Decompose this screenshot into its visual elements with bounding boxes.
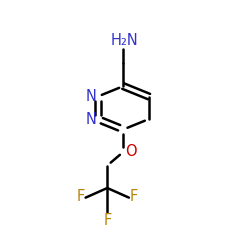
Text: F: F — [76, 189, 85, 204]
Text: N: N — [86, 112, 96, 126]
Text: H₂N: H₂N — [110, 34, 138, 48]
Text: N: N — [86, 89, 96, 104]
Text: F: F — [103, 213, 112, 228]
Text: F: F — [130, 189, 138, 204]
Text: O: O — [125, 144, 137, 160]
